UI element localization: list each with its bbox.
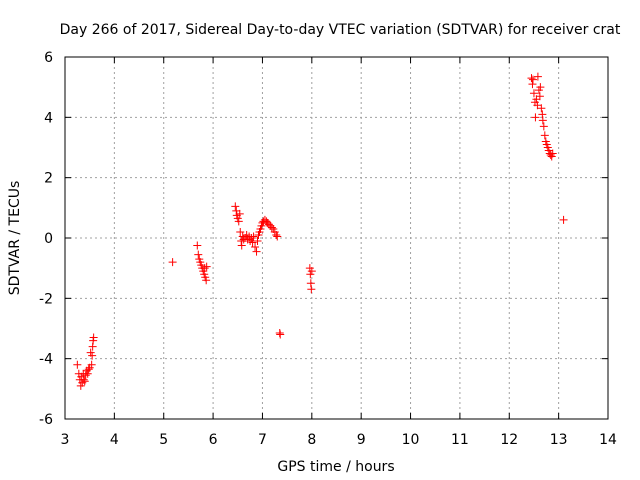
- y-tick-label: 6: [44, 50, 53, 66]
- data-point: [252, 247, 261, 256]
- x-tick-label: 11: [451, 432, 469, 448]
- data-point: [267, 223, 276, 232]
- y-tick-label: 2: [44, 171, 53, 187]
- data-point: [168, 258, 177, 267]
- data-point: [80, 377, 89, 386]
- data-point: [540, 131, 549, 140]
- data-point: [535, 92, 544, 101]
- y-axis-label: SDTVAR / TECUs: [7, 181, 23, 296]
- x-tick-label: 14: [599, 432, 617, 448]
- data-point: [88, 351, 97, 360]
- data-point: [559, 215, 568, 224]
- grid-layer: [65, 57, 608, 419]
- data-point: [536, 83, 545, 92]
- data-point: [202, 262, 211, 271]
- data-point: [248, 238, 257, 247]
- data-point: [73, 360, 82, 369]
- data-point: [273, 232, 282, 241]
- x-axis-label: GPS time / hours: [277, 459, 394, 475]
- data-point: [529, 89, 538, 98]
- data-point: [548, 149, 557, 158]
- data-point: [236, 227, 245, 236]
- data-point: [249, 232, 258, 241]
- data-point: [247, 234, 256, 242]
- data-point: [237, 241, 246, 250]
- data-point: [200, 264, 209, 273]
- data-point: [527, 74, 536, 83]
- data-point: [235, 209, 244, 218]
- y-tick-label: -2: [39, 291, 53, 307]
- x-tick-label: 7: [258, 432, 267, 448]
- chart-title: Day 266 of 2017, Sidereal Day-to-day VTE…: [60, 22, 621, 38]
- plot-frame: [64, 56, 609, 420]
- x-tick-label: 9: [357, 432, 366, 448]
- y-tick-label: 0: [44, 231, 53, 247]
- point-layer: [73, 72, 568, 390]
- y-tick-label: -4: [39, 352, 53, 368]
- data-point: [193, 241, 202, 250]
- data-point: [272, 230, 281, 239]
- data-point: [546, 151, 555, 160]
- data-point: [533, 72, 542, 81]
- data-point: [81, 371, 90, 380]
- data-point: [307, 267, 316, 276]
- x-tick-label: 12: [500, 432, 518, 448]
- data-point: [539, 122, 548, 131]
- data-point: [537, 104, 546, 113]
- data-point: [83, 369, 92, 378]
- x-tick-label: 8: [307, 432, 316, 448]
- x-tick-label: 6: [209, 432, 218, 448]
- data-point: [89, 333, 98, 342]
- x-tick-label: 3: [61, 432, 70, 448]
- data-point: [202, 276, 211, 285]
- x-tick-label: 4: [110, 432, 119, 448]
- tick-layer: 3 4 5 6 7 8 9 10 11 12 13 14 -6 -4 -2 0 2 4 6: [39, 50, 617, 448]
- y-tick-label: -6: [39, 412, 53, 428]
- data-point: [251, 243, 260, 252]
- data-point: [276, 330, 285, 339]
- data-point: [194, 250, 203, 259]
- x-tick-label: 5: [159, 432, 168, 448]
- data-point: [531, 113, 540, 122]
- data-point: [538, 116, 547, 125]
- x-tick-label: 13: [550, 432, 568, 448]
- y-tick-label: 4: [44, 110, 53, 126]
- data-point: [253, 237, 262, 246]
- data-point: [87, 360, 96, 369]
- data-point: [79, 375, 88, 384]
- x-tick-label: 10: [402, 432, 420, 448]
- data-point: [528, 75, 537, 84]
- data-point: [84, 365, 93, 374]
- data-point: [231, 202, 240, 211]
- data-point: [307, 285, 316, 294]
- data-point: [234, 217, 243, 226]
